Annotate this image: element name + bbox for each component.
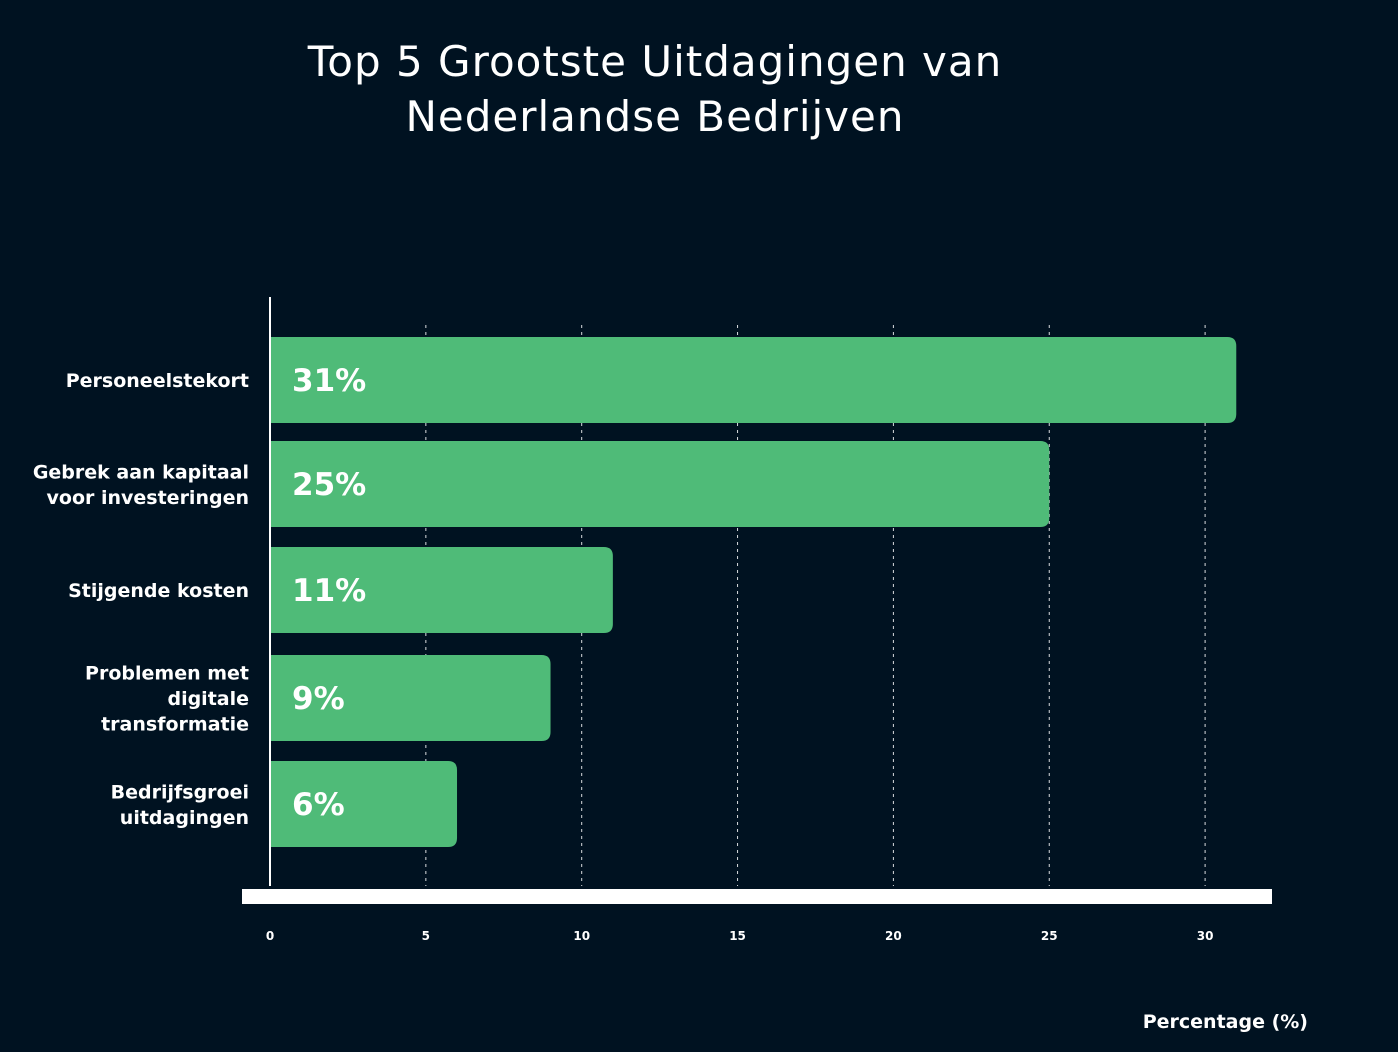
bar bbox=[270, 761, 458, 847]
x-tick-label: 0 bbox=[266, 929, 274, 943]
x-tick-label: 15 bbox=[729, 929, 746, 943]
x-axis: 0 5 10 15 20 25 30 Percentage (%) bbox=[242, 297, 1308, 1033]
x-axis-bar bbox=[242, 889, 1272, 904]
x-tick-label: 10 bbox=[573, 929, 590, 943]
category-label: voor investeringen bbox=[47, 487, 250, 509]
bar bbox=[270, 337, 1237, 423]
bar-group: 9% bbox=[270, 655, 551, 741]
x-tick-label: 20 bbox=[885, 929, 902, 943]
bar-value-label: 11% bbox=[292, 573, 366, 609]
x-tick-label: 25 bbox=[1041, 929, 1058, 943]
x-tick-label: 30 bbox=[1197, 929, 1214, 943]
category-label: Bedrijfsgroei bbox=[111, 781, 249, 803]
x-axis-title: Percentage (%) bbox=[1143, 1011, 1308, 1033]
x-tick-label: 5 bbox=[422, 929, 430, 943]
category-label: Gebrek aan kapitaal bbox=[33, 461, 249, 483]
category-label: Personeelstekort bbox=[66, 370, 249, 392]
bar-value-label: 6% bbox=[292, 787, 345, 823]
chart-title-line: Top 5 Grootste Uitdagingen van bbox=[307, 37, 1003, 86]
bar bbox=[270, 655, 551, 741]
bar-group: 11% bbox=[270, 547, 613, 633]
bar-group: 25% bbox=[270, 441, 1050, 527]
bar-value-label: 9% bbox=[292, 681, 345, 717]
chart-title-line: Nederlandse Bedrijven bbox=[405, 92, 904, 141]
bar-value-label: 25% bbox=[292, 467, 366, 503]
category-label: Stijgende kosten bbox=[68, 580, 249, 602]
bars: 31% 25% 11% 9% 6% bbox=[270, 337, 1237, 847]
bar bbox=[270, 441, 1050, 527]
category-label: uitdagingen bbox=[120, 807, 249, 829]
bar-group: 6% bbox=[270, 761, 458, 847]
category-labels: Personeelstekort Gebrek aan kapitaal voor … bbox=[33, 370, 249, 829]
category-label: Problemen met bbox=[85, 663, 249, 685]
bar bbox=[270, 547, 613, 633]
category-label: transformatie bbox=[101, 714, 249, 736]
bar-value-label: 31% bbox=[292, 363, 366, 399]
category-label: digitale bbox=[167, 688, 249, 710]
chart-title: Top 5 Grootste Uitdagingen van Nederlands… bbox=[307, 37, 1003, 141]
bar-group: 31% bbox=[270, 337, 1237, 423]
